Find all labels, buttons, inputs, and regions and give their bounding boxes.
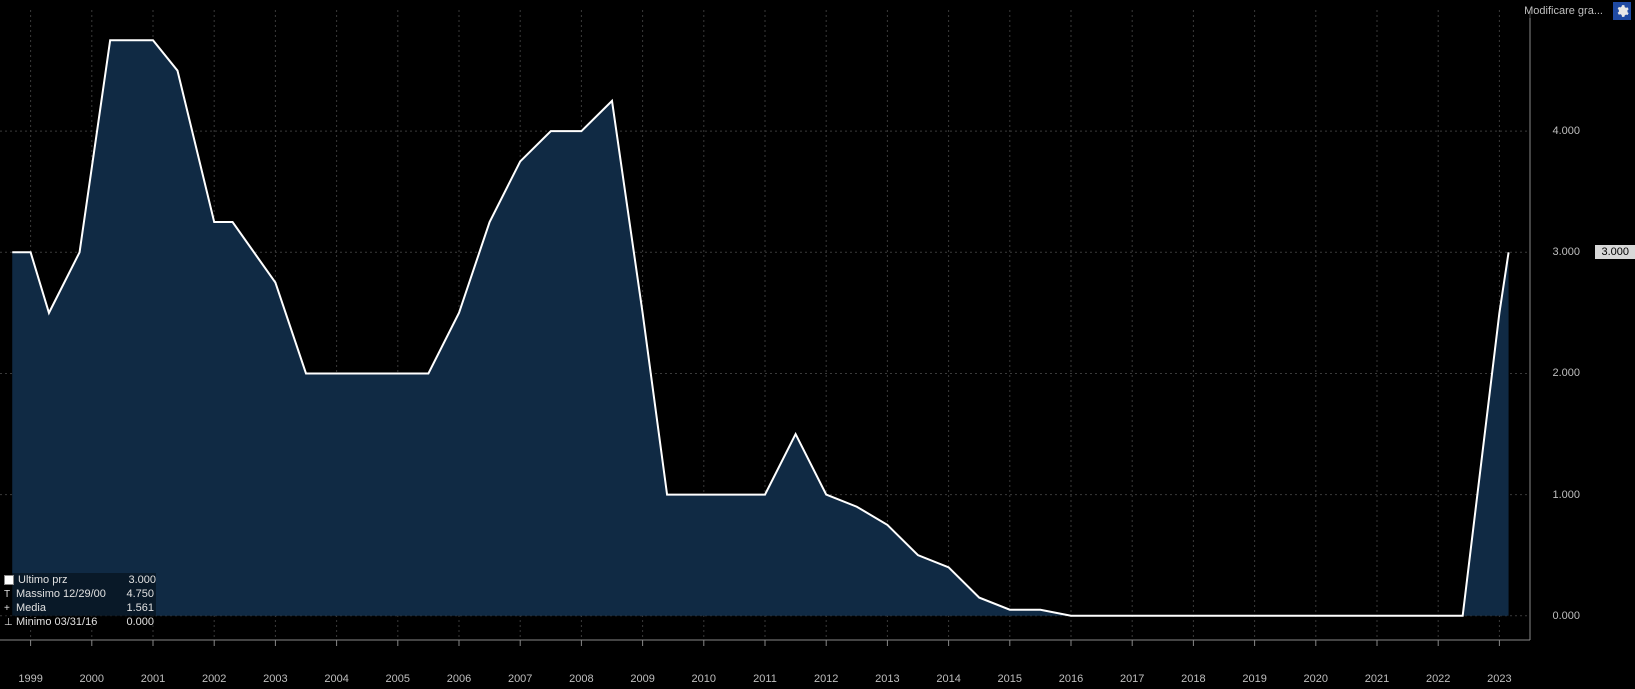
chart-container: Modificare gra... 0.0001.0002.0003.0004.…	[0, 0, 1635, 689]
x-tick-label: 2012	[814, 673, 838, 685]
x-tick-label: 2013	[875, 673, 899, 685]
current-value-badge: 3.000	[1595, 245, 1635, 259]
stats-label: Ultimo prz	[18, 573, 118, 587]
y-tick-label: 1.000	[1552, 489, 1580, 501]
x-tick-label: 2014	[936, 673, 960, 685]
x-tick-label: 2000	[80, 673, 104, 685]
y-tick-label: 0.000	[1552, 610, 1580, 622]
x-tick-label: 2011	[753, 673, 777, 685]
x-tick-label: 2003	[263, 673, 287, 685]
stats-value: 4.750	[120, 587, 154, 601]
x-tick-label: 2021	[1365, 673, 1389, 685]
x-tick-label: 2004	[324, 673, 348, 685]
stats-label: Media	[16, 601, 116, 615]
stats-marker	[4, 575, 14, 585]
x-tick-label: 2018	[1181, 673, 1205, 685]
stats-row: + Media 1.561	[4, 601, 156, 615]
stats-row: T Massimo 12/29/00 4.750	[4, 587, 156, 601]
stats-value: 3.000	[122, 573, 156, 587]
settings-button[interactable]	[1613, 2, 1631, 20]
x-tick-label: 2022	[1426, 673, 1450, 685]
stats-row: Ultimo prz 3.000	[4, 573, 156, 587]
x-tick-label: 2005	[386, 673, 410, 685]
stats-panel: Ultimo prz 3.000 T Massimo 12/29/00 4.750 + Me…	[4, 573, 156, 629]
x-tick-label: 2009	[630, 673, 654, 685]
x-tick-label: 2007	[508, 673, 532, 685]
y-tick-label: 2.000	[1552, 367, 1580, 379]
x-tick-label: 2020	[1304, 673, 1328, 685]
x-tick-label: 2010	[692, 673, 716, 685]
x-tick-label: 2006	[447, 673, 471, 685]
x-tick-label: 2017	[1120, 673, 1144, 685]
area-chart	[0, 0, 1635, 689]
stats-value: 1.561	[120, 601, 154, 615]
stats-marker: T	[4, 588, 12, 600]
stats-marker: ⊥	[4, 616, 12, 628]
x-tick-label: 2001	[141, 673, 165, 685]
stats-label: Minimo 03/31/16	[16, 615, 116, 629]
stats-row: ⊥ Minimo 03/31/16 0.000	[4, 615, 156, 629]
x-tick-label: 2023	[1487, 673, 1511, 685]
x-tick-label: 2019	[1242, 673, 1266, 685]
modify-chart-label[interactable]: Modificare gra...	[1520, 4, 1607, 18]
y-tick-label: 4.000	[1552, 125, 1580, 137]
x-tick-label: 2002	[202, 673, 226, 685]
y-tick-label: 3.000	[1552, 246, 1580, 258]
x-tick-label: 2015	[998, 673, 1022, 685]
x-tick-label: 2016	[1059, 673, 1083, 685]
x-tick-label: 2008	[569, 673, 593, 685]
stats-marker: +	[4, 602, 12, 614]
stats-value: 0.000	[120, 615, 154, 629]
stats-label: Massimo 12/29/00	[16, 587, 116, 601]
gear-icon	[1615, 4, 1629, 18]
x-tick-label: 1999	[18, 673, 42, 685]
